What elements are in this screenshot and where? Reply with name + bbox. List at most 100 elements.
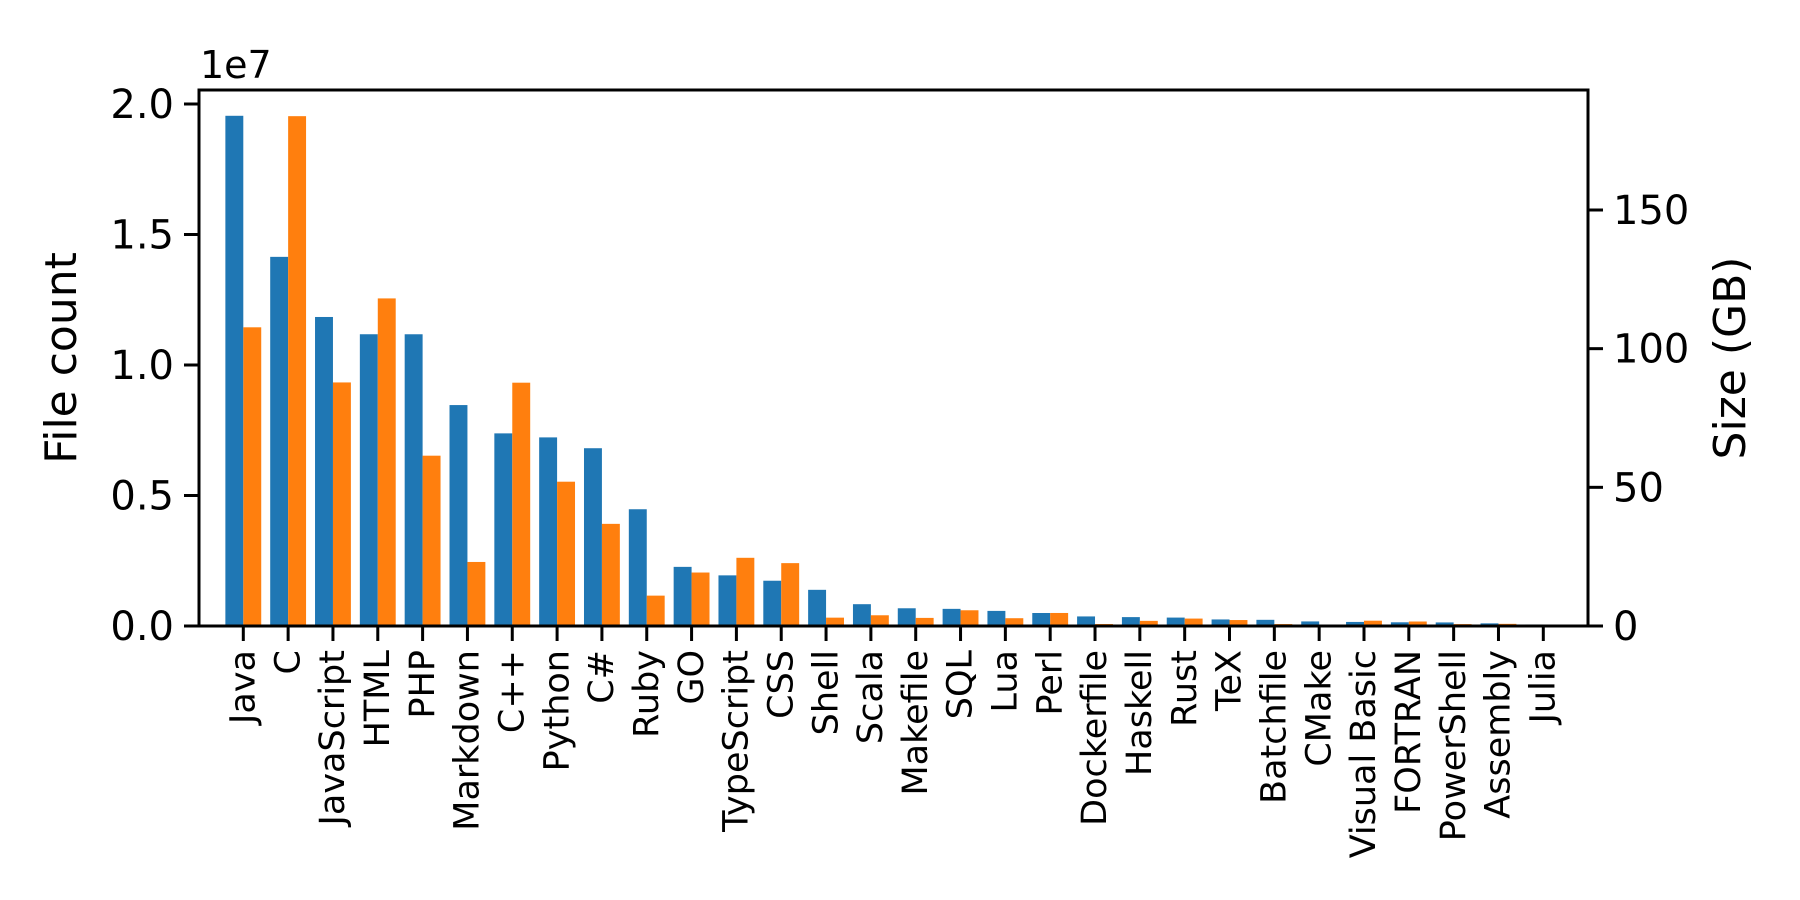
file-count-bar <box>628 509 647 626</box>
right-tick-label: 0 <box>1613 604 1638 650</box>
x-tick-label: C++ <box>492 650 532 733</box>
right-axis-ticks: 0 50 100 150 <box>1588 188 1689 650</box>
size-gb-bar <box>1184 618 1203 626</box>
file-count-bar <box>1211 619 1230 626</box>
file-count-bar <box>494 433 513 626</box>
file-count-bar <box>539 437 558 626</box>
file-count-bar <box>1256 619 1275 626</box>
size-gb-bar <box>332 382 351 626</box>
file-count-bar <box>449 405 468 626</box>
file-count-bar <box>359 334 378 626</box>
size-gb-bar <box>512 382 531 626</box>
file-count-bar <box>1032 613 1051 626</box>
x-axis-ticks: Java C JavaScript HTML PHP Markdown C++ Python C… <box>224 626 1564 858</box>
plot-area-border <box>197 88 1590 628</box>
file-count-bar <box>987 610 1006 626</box>
x-tick-label: Dockerfile <box>1075 650 1115 826</box>
file-count-bar <box>1301 621 1320 626</box>
size-gb-bar <box>557 481 576 626</box>
right-tick-label: 100 <box>1613 327 1689 373</box>
file-count-bars <box>225 115 1544 626</box>
x-tick-label: JavaScript <box>313 650 353 827</box>
x-tick-label: PHP <box>403 650 443 719</box>
x-tick-label: SQL <box>941 650 981 720</box>
size-gb-bar <box>1050 612 1069 626</box>
size-gb-bar <box>377 298 396 626</box>
x-tick-label: TypeScript <box>717 650 757 833</box>
x-tick-label: TeX <box>1210 650 1250 712</box>
file-count-bar <box>583 448 602 626</box>
x-tick-label: PowerShell <box>1434 650 1474 841</box>
file-count-bar <box>1077 616 1096 626</box>
left-tick-label: 2.0 <box>110 82 174 128</box>
size-gb-bar <box>1139 620 1158 626</box>
x-tick-label: HTML <box>358 650 398 748</box>
left-tick-label: 0.0 <box>110 604 174 650</box>
x-tick-label: Markdown <box>448 650 488 831</box>
size-gb-bar <box>870 615 889 626</box>
x-tick-label: Scala <box>851 650 891 744</box>
size-gb-bar <box>1229 620 1248 626</box>
file-count-bar <box>404 334 423 626</box>
x-tick-label: CSS <box>761 650 801 719</box>
x-tick-label: CMake <box>1299 650 1339 767</box>
right-axis-label: Size (GB) <box>1705 257 1756 460</box>
file-count-bar <box>942 608 961 626</box>
x-tick-label: C# <box>582 650 622 704</box>
right-tick-label: 50 <box>1613 465 1664 511</box>
file-count-bar <box>763 580 782 626</box>
left-axis-label: File count <box>36 252 87 464</box>
x-tick-label: Julia <box>1524 650 1564 725</box>
x-tick-label: Ruby <box>627 650 667 738</box>
file-count-bar <box>1435 622 1454 626</box>
file-count-bar <box>673 566 692 626</box>
x-tick-label: Shell <box>806 650 846 735</box>
size-gb-bar <box>646 595 665 626</box>
x-tick-label: Assembly <box>1479 650 1519 819</box>
x-tick-label: Visual Basic <box>1344 650 1384 858</box>
size-gb-bar <box>691 572 710 626</box>
size-gb-bar <box>1408 621 1427 626</box>
file-count-bar <box>1166 617 1185 626</box>
file-count-bar <box>1121 617 1140 626</box>
x-tick-label: GO <box>672 650 712 705</box>
size-gb-bar <box>1363 620 1382 626</box>
size-gb-bar <box>467 561 486 626</box>
x-tick-label: Perl <box>1030 650 1070 716</box>
size-gb-bar <box>288 116 307 627</box>
file-count-bar <box>225 115 244 626</box>
size-gb-bar <box>1005 618 1024 626</box>
x-tick-label: Lua <box>986 650 1026 713</box>
size-gb-bar <box>422 455 441 626</box>
x-tick-label: Python <box>537 650 577 771</box>
size-gb-bars <box>243 116 1562 627</box>
x-tick-label: Haskell <box>1120 650 1160 776</box>
x-tick-label: C <box>268 650 308 674</box>
size-gb-bar <box>915 617 934 626</box>
x-tick-label: Rust <box>1165 650 1205 727</box>
x-tick-label: Java <box>224 650 264 726</box>
file-count-bar <box>1390 622 1409 626</box>
file-count-bar <box>852 604 871 626</box>
left-tick-label: 1.5 <box>110 213 174 259</box>
file-count-bar <box>270 256 289 626</box>
size-gb-bar <box>243 327 262 626</box>
left-tick-label: 1.0 <box>110 343 174 389</box>
size-gb-bar <box>736 557 755 626</box>
left-axis-ticks: 0.0 0.5 1.0 1.5 2.0 <box>110 82 199 650</box>
left-axis-offset-text: 1e7 <box>200 43 272 87</box>
size-gb-bar <box>826 617 844 626</box>
file-count-bar <box>315 316 333 626</box>
x-tick-label: Makefile <box>896 650 936 796</box>
size-gb-bar <box>781 563 800 626</box>
x-tick-label: FORTRAN <box>1389 650 1429 814</box>
right-tick-label: 150 <box>1613 188 1689 234</box>
x-tick-label: Batchfile <box>1255 650 1295 804</box>
file-count-bar <box>1346 621 1364 626</box>
file-count-bar <box>897 608 916 626</box>
size-gb-bar <box>601 523 620 626</box>
size-gb-bar <box>960 610 979 626</box>
left-tick-label: 0.5 <box>110 474 174 520</box>
